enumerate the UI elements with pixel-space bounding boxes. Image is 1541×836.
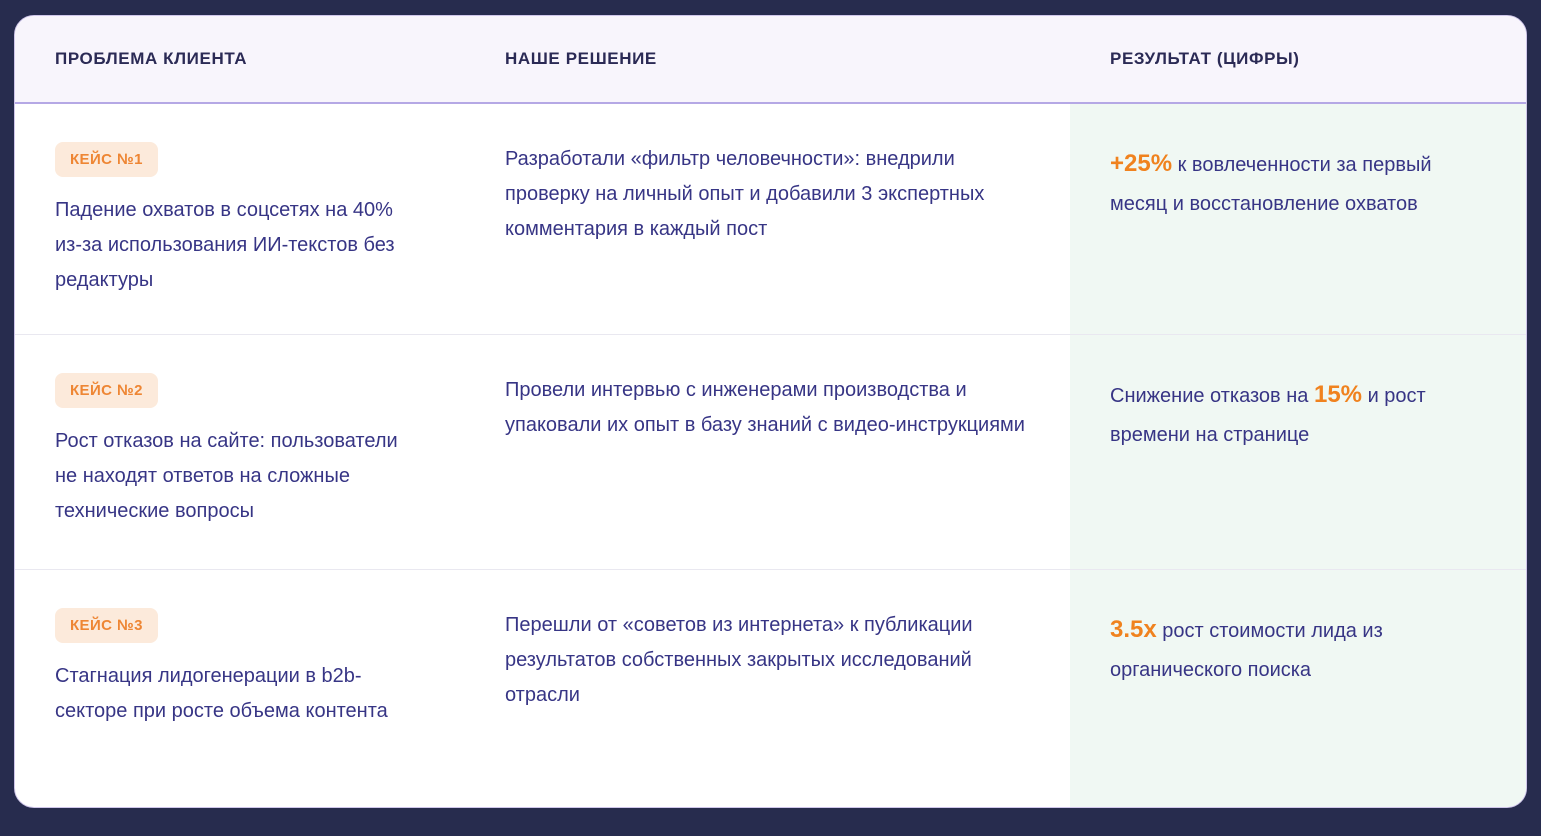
solution-text-2: Провели интервью с инженерами производст…	[505, 379, 1025, 436]
case-badge-2: КЕЙС №2	[55, 373, 158, 408]
column-header-problem: ПРОБЛЕМА КЛИЕНТА	[55, 49, 248, 68]
result-text-2: Снижение отказов на 15% и рост времени н…	[1110, 373, 1486, 454]
solution-cell-2: Провели интервью с инженерами производст…	[465, 334, 1070, 569]
solution-cell-3: Перешли от «советов из интернета» к публ…	[465, 569, 1070, 807]
table-row-case-3: КЕЙС №3 Стагнация лидогенерации в b2b-се…	[15, 569, 1526, 807]
result-highlight-2: 15%	[1313, 381, 1363, 408]
solution-text-3: Перешли от «советов из интернета» к публ…	[505, 614, 973, 706]
result-cell-2: Снижение отказов на 15% и рост времени н…	[1070, 334, 1526, 569]
solution-text-1: Разработали «фильтр человечности»: внедр…	[505, 148, 985, 240]
problem-cell-1: КЕЙС №1 Падение охватов в соцсетях на 40…	[15, 104, 465, 334]
result-highlight-1: +25%	[1110, 150, 1173, 177]
cases-table-card: ПРОБЛЕМА КЛИЕНТА НАШЕ РЕШЕНИЕ РЕЗУЛЬТАТ …	[14, 15, 1527, 808]
problem-cell-2: КЕЙС №2 Рост отказов на сайте: пользоват…	[15, 334, 465, 569]
case-badge-1: КЕЙС №1	[55, 142, 158, 177]
result-after-1: к вовлеченности за первый месяц и восста…	[1110, 154, 1432, 216]
result-after-2: и рост времени на странице	[1110, 385, 1426, 447]
result-cell-1: +25% к вовлеченности за первый месяц и в…	[1070, 104, 1526, 334]
result-text-1: +25% к вовлеченности за первый месяц и в…	[1110, 142, 1486, 223]
solution-cell-1: Разработали «фильтр человечности»: внедр…	[465, 104, 1070, 334]
column-header-result: РЕЗУЛЬТАТ (ЦИФРЫ)	[1110, 49, 1300, 68]
table-row-case-2: КЕЙС №2 Рост отказов на сайте: пользоват…	[15, 334, 1526, 569]
problem-text-3: Стагнация лидогенерации в b2b-секторе пр…	[55, 665, 388, 722]
column-header-solution: НАШЕ РЕШЕНИЕ	[505, 49, 657, 68]
result-text-3: 3.5x рост стоимости лида из органическог…	[1110, 608, 1486, 689]
result-cell-3: 3.5x рост стоимости лида из органическог…	[1070, 569, 1526, 807]
result-before-2: Снижение отказов на	[1110, 385, 1314, 407]
problem-text-2: Рост отказов на сайте: пользователи не н…	[55, 430, 398, 522]
result-after-3: рост стоимости лида из органического пои…	[1110, 620, 1383, 682]
case-badge-3: КЕЙС №3	[55, 608, 158, 643]
table-row-case-1: КЕЙС №1 Падение охватов в соцсетях на 40…	[15, 104, 1526, 334]
problem-text-1: Падение охватов в соцсетях на 40% из-за …	[55, 199, 395, 291]
table-header-row: ПРОБЛЕМА КЛИЕНТА НАШЕ РЕШЕНИЕ РЕЗУЛЬТАТ …	[15, 16, 1526, 104]
problem-cell-3: КЕЙС №3 Стагнация лидогенерации в b2b-се…	[15, 569, 465, 807]
result-highlight-3: 3.5x	[1110, 616, 1157, 643]
